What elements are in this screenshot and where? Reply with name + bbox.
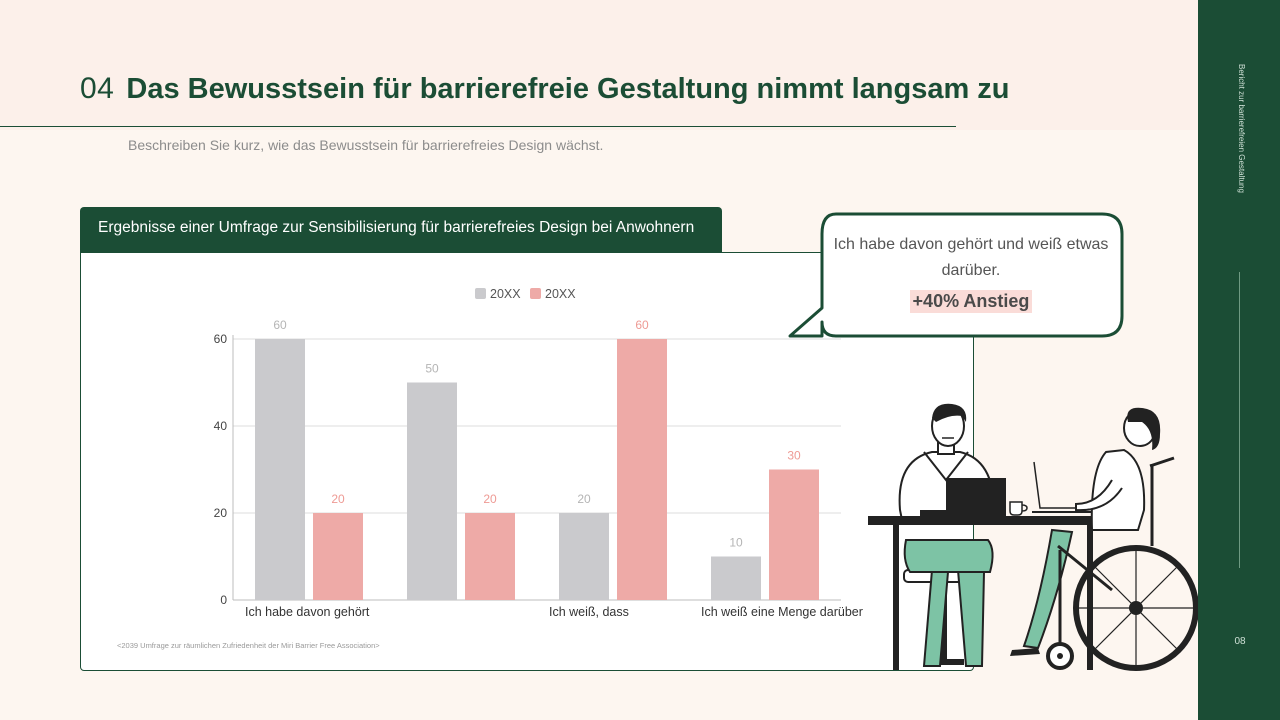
bar-chart: 0 20 40 60 60 20 Ich habe davon gehört 50 20 20 60…: [214, 287, 863, 619]
data-label: 20: [331, 492, 345, 506]
bar: [711, 556, 761, 600]
y-tick-label: 60: [214, 332, 228, 346]
cup-icon: [1009, 501, 1028, 516]
legend-label: 20XX: [490, 287, 521, 301]
data-label: 20: [577, 492, 591, 506]
callout-text: Ich habe davon gehört und weiß etwas dar…: [833, 236, 1109, 279]
page-title: Das Bewusstsein für barrierefreie Gestal…: [126, 73, 1010, 105]
x-tick-label: Ich weiß, dass: [549, 605, 629, 619]
bar: [559, 513, 609, 600]
legend-swatch: [475, 288, 486, 299]
sidebar-report-title: Bericht zur barrierefreien Gestaltung: [1237, 64, 1246, 193]
bar: [617, 339, 667, 600]
bar: [313, 513, 363, 600]
bar: [769, 469, 819, 600]
callout-highlight-wrap: +40% Anstieg: [830, 290, 1112, 313]
section-number: 04: [80, 72, 115, 105]
page-number: 08: [1234, 636, 1246, 647]
laptop-icon: [920, 478, 1006, 516]
chart-card: 0 20 40 60 60 20 Ich habe davon gehört 50 20 20 60…: [80, 252, 974, 671]
chart-title-tab: Ergebnisse einer Umfrage zur Sensibilisi…: [80, 207, 722, 253]
x-tick-label: Ich habe davon gehört: [245, 605, 370, 619]
title-divider: [0, 126, 956, 127]
data-label: 20: [483, 492, 497, 506]
y-tick-label: 40: [214, 419, 228, 433]
title-row: 04 Das Bewusstsein für barrierefreie Ges…: [80, 72, 1010, 112]
woman-figure-icon: [1010, 407, 1161, 656]
legend-label: 20XX: [545, 287, 576, 301]
chart-source-note: <2039 Umfrage zur räumlichen Zufriedenhe…: [117, 641, 380, 650]
speech-bubble-shape: [788, 212, 1124, 338]
data-label: 60: [635, 318, 649, 332]
people-at-desk-illustration: [868, 403, 1198, 671]
callout-highlight: +40% Anstieg: [909, 290, 1033, 313]
man-figure-icon: [898, 403, 996, 667]
bar: [465, 513, 515, 600]
y-tick-label: 20: [214, 506, 228, 520]
header-band: [0, 0, 1198, 130]
bar: [407, 382, 457, 600]
data-label: 60: [273, 318, 287, 332]
page-subtitle: Beschreiben Sie kurz, wie das Bewusstsei…: [128, 137, 604, 153]
legend-swatch: [530, 288, 541, 299]
sidebar-divider: [1239, 272, 1240, 568]
data-label: 30: [787, 449, 801, 463]
bar: [255, 339, 305, 600]
data-label: 10: [729, 536, 743, 550]
callout-bubble: Ich habe davon gehört und weiß etwas dar…: [788, 212, 1126, 340]
data-label: 50: [425, 362, 439, 376]
y-tick-label: 0: [220, 593, 227, 607]
wheelchair-icon: [1046, 456, 1198, 671]
x-tick-label: Ich weiß eine Menge darüber: [701, 605, 863, 619]
